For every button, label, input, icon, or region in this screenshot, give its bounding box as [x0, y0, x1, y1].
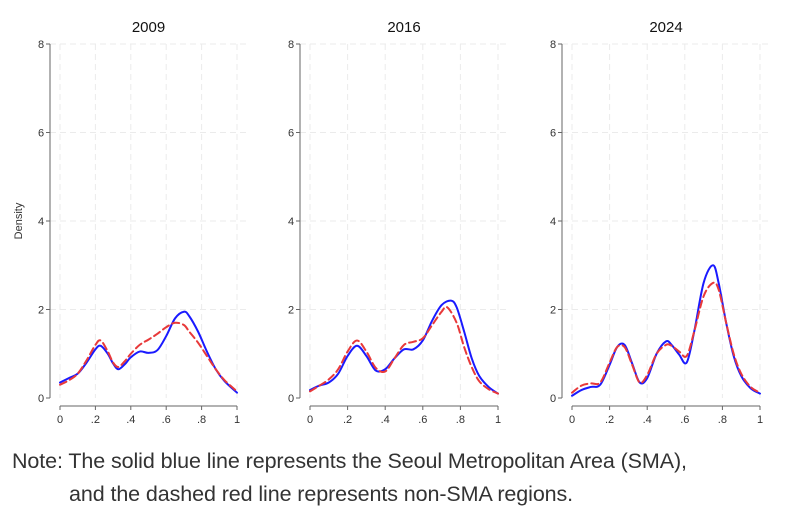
x-tick-label: .8 [718, 414, 727, 426]
panel-2024: 0 2 4 6 8 0 .2 .4 .6 .8 1 2024 [550, 19, 770, 426]
x-tick-label: .2 [343, 414, 352, 426]
y-tick-label: 0 [38, 393, 44, 405]
x-tick-label: .4 [126, 414, 135, 426]
panel-2016: 0 2 4 6 8 0 .2 .4 .6 .8 1 2016 [288, 19, 508, 426]
x-tick-label: 0 [569, 414, 575, 426]
series-line-solid [309, 299, 499, 395]
x-tick-label: .4 [643, 414, 652, 426]
x-tick-label: .8 [197, 414, 206, 426]
y-tick-label: 4 [550, 216, 556, 228]
x-tick-label: 1 [495, 414, 501, 426]
series-line-dashed [309, 305, 499, 395]
x-tick-label: .6 [680, 414, 689, 426]
y-tick-label: 6 [550, 128, 556, 140]
y-tick-label: 6 [38, 128, 44, 140]
y-tick-label: 8 [550, 39, 556, 51]
panel-title: 2016 [387, 19, 420, 36]
y-axis-label: Density [13, 202, 25, 239]
y-tick-label: 6 [288, 128, 294, 140]
x-tick-label: 0 [307, 414, 313, 426]
y-tick-label: 8 [38, 39, 44, 51]
y-tick-label: 8 [288, 39, 294, 51]
x-tick-label: 1 [234, 414, 240, 426]
x-tick-label: .8 [456, 414, 465, 426]
x-tick-label: .6 [418, 414, 427, 426]
panel-2009: 0 2 4 6 8 0 .2 .4 .6 .8 1 2009 Density [13, 19, 247, 426]
x-tick-label: .2 [605, 414, 614, 426]
density-figure: 0 2 4 6 8 0 .2 .4 .6 .8 1 2009 Density 0 2 4 6 8 0 .2 .4 .6 .8… [13, 19, 770, 426]
series-line-solid [571, 264, 761, 397]
panel-title: 2009 [132, 19, 165, 36]
series-line-dashed [59, 321, 238, 393]
note-line-1: Note: The solid blue line represents the… [12, 449, 687, 473]
note-line-2: and the dashed red line represents non-S… [69, 482, 574, 506]
x-tick-label: .2 [91, 414, 100, 426]
y-tick-label: 4 [38, 216, 44, 228]
panel-title: 2024 [649, 19, 682, 36]
x-tick-label: .6 [162, 414, 171, 426]
y-tick-label: 0 [550, 393, 556, 405]
series-line-dashed [571, 281, 761, 394]
series-line-solid [59, 310, 238, 394]
y-tick-label: 4 [288, 216, 294, 228]
y-tick-label: 2 [288, 305, 294, 317]
x-tick-label: .4 [381, 414, 390, 426]
figure-note: Note: The solid blue line represents the… [12, 445, 792, 511]
y-tick-label: 0 [288, 393, 294, 405]
y-tick-label: 2 [38, 305, 44, 317]
y-tick-label: 2 [550, 305, 556, 317]
x-tick-label: 1 [757, 414, 763, 426]
x-tick-label: 0 [57, 414, 63, 426]
